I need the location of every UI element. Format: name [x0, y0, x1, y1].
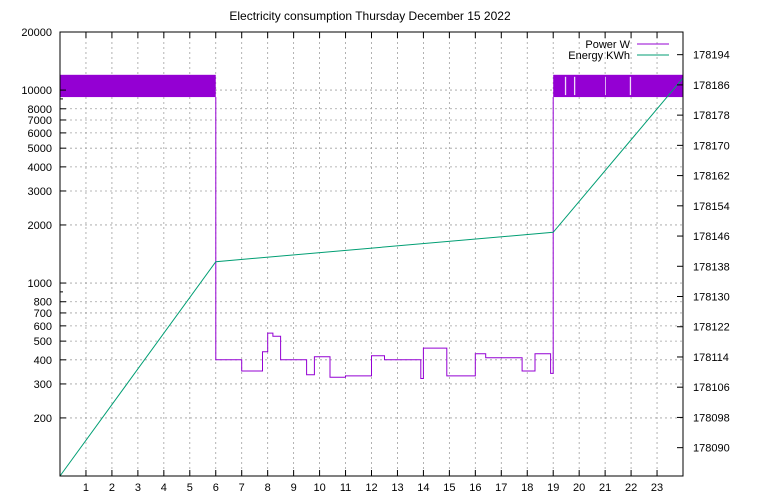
x-tick-label: 19 — [547, 482, 559, 494]
y-right-tick-label: 178098 — [693, 412, 730, 424]
y-left-tick-label: 300 — [34, 379, 52, 391]
power-band-gap — [605, 76, 606, 96]
x-tick-label: 17 — [495, 482, 507, 494]
power-band-gap — [629, 76, 632, 96]
x-tick-label: 21 — [599, 482, 611, 494]
power-band-gap — [573, 76, 576, 96]
y-left-tick-label: 1000 — [28, 278, 52, 290]
y-left-tick-label: 600 — [34, 321, 52, 333]
x-tick-label: 2 — [109, 482, 115, 494]
y-left-tick-label: 5000 — [28, 143, 52, 155]
chart-title: Electricity consumption Thursday Decembe… — [229, 9, 511, 23]
legend: Power W Energy KWh — [568, 39, 669, 62]
power-band-gap — [564, 76, 567, 96]
y-left-tick-label: 500 — [34, 336, 52, 348]
series-layer — [59, 74, 684, 477]
ticks-layer: 1 2 3 4 5 6 7 8 9 10 11 12 13 14 15 16 17 18 19 20 21 22 23200… — [21, 27, 729, 494]
x-tick-label: 20 — [573, 482, 585, 494]
y-right-tick-label: 178146 — [693, 231, 730, 243]
y-left-tick-label: 4000 — [28, 162, 52, 174]
x-tick-label: 4 — [161, 482, 167, 494]
legend-label-power: Power W — [585, 39, 630, 51]
y-left-tick-label: 6000 — [28, 128, 52, 140]
x-tick-label: 3 — [135, 482, 141, 494]
y-right-tick-label: 178154 — [693, 201, 730, 213]
x-tick-label: 12 — [365, 482, 377, 494]
legend-label-energy: Energy KWh — [568, 50, 630, 62]
x-tick-label: 8 — [265, 482, 271, 494]
power-line — [215, 97, 554, 379]
x-tick-label: 15 — [443, 482, 455, 494]
y-left-tick-label: 3000 — [28, 186, 52, 198]
y-right-tick-label: 178170 — [693, 140, 730, 152]
y-left-tick-label: 10000 — [21, 85, 52, 97]
y-left-tick-label: 700 — [34, 308, 52, 320]
x-tick-label: 22 — [625, 482, 637, 494]
x-tick-label: 9 — [291, 482, 297, 494]
x-tick-label: 1 — [83, 482, 89, 494]
power-band — [60, 74, 216, 98]
y-right-tick-label: 178186 — [693, 80, 730, 92]
energy-line — [59, 77, 684, 477]
y-left-tick-label: 200 — [34, 413, 52, 425]
y-right-tick-label: 178194 — [693, 50, 730, 62]
y-right-tick-label: 178138 — [693, 261, 730, 273]
y-right-tick-label: 178106 — [693, 382, 730, 394]
y-left-tick-label: 400 — [34, 355, 52, 367]
y-left-tick-label: 7000 — [28, 115, 52, 127]
x-tick-label: 14 — [417, 482, 429, 494]
y-right-tick-label: 178090 — [693, 443, 730, 455]
x-tick-label: 18 — [521, 482, 533, 494]
y-right-tick-label: 178162 — [693, 171, 730, 183]
x-tick-label: 10 — [313, 482, 325, 494]
y-right-tick-label: 178114 — [693, 352, 729, 364]
x-tick-label: 13 — [391, 482, 403, 494]
y-right-tick-label: 178122 — [693, 322, 730, 334]
grid — [60, 32, 683, 476]
y-left-tick-label: 800 — [34, 297, 52, 309]
x-tick-label: 11 — [340, 482, 351, 494]
x-tick-label: 23 — [651, 482, 663, 494]
x-tick-label: 16 — [469, 482, 481, 494]
x-tick-label: 5 — [187, 482, 193, 494]
y-right-tick-label: 178178 — [693, 110, 730, 122]
y-left-tick-label: 2000 — [28, 220, 52, 232]
y-left-tick-label: 20000 — [21, 27, 52, 39]
power-band — [553, 74, 683, 98]
x-tick-label: 6 — [213, 482, 219, 494]
x-tick-label: 7 — [239, 482, 245, 494]
y-left-tick-label: 8000 — [28, 104, 52, 116]
y-right-tick-label: 178130 — [693, 292, 730, 304]
